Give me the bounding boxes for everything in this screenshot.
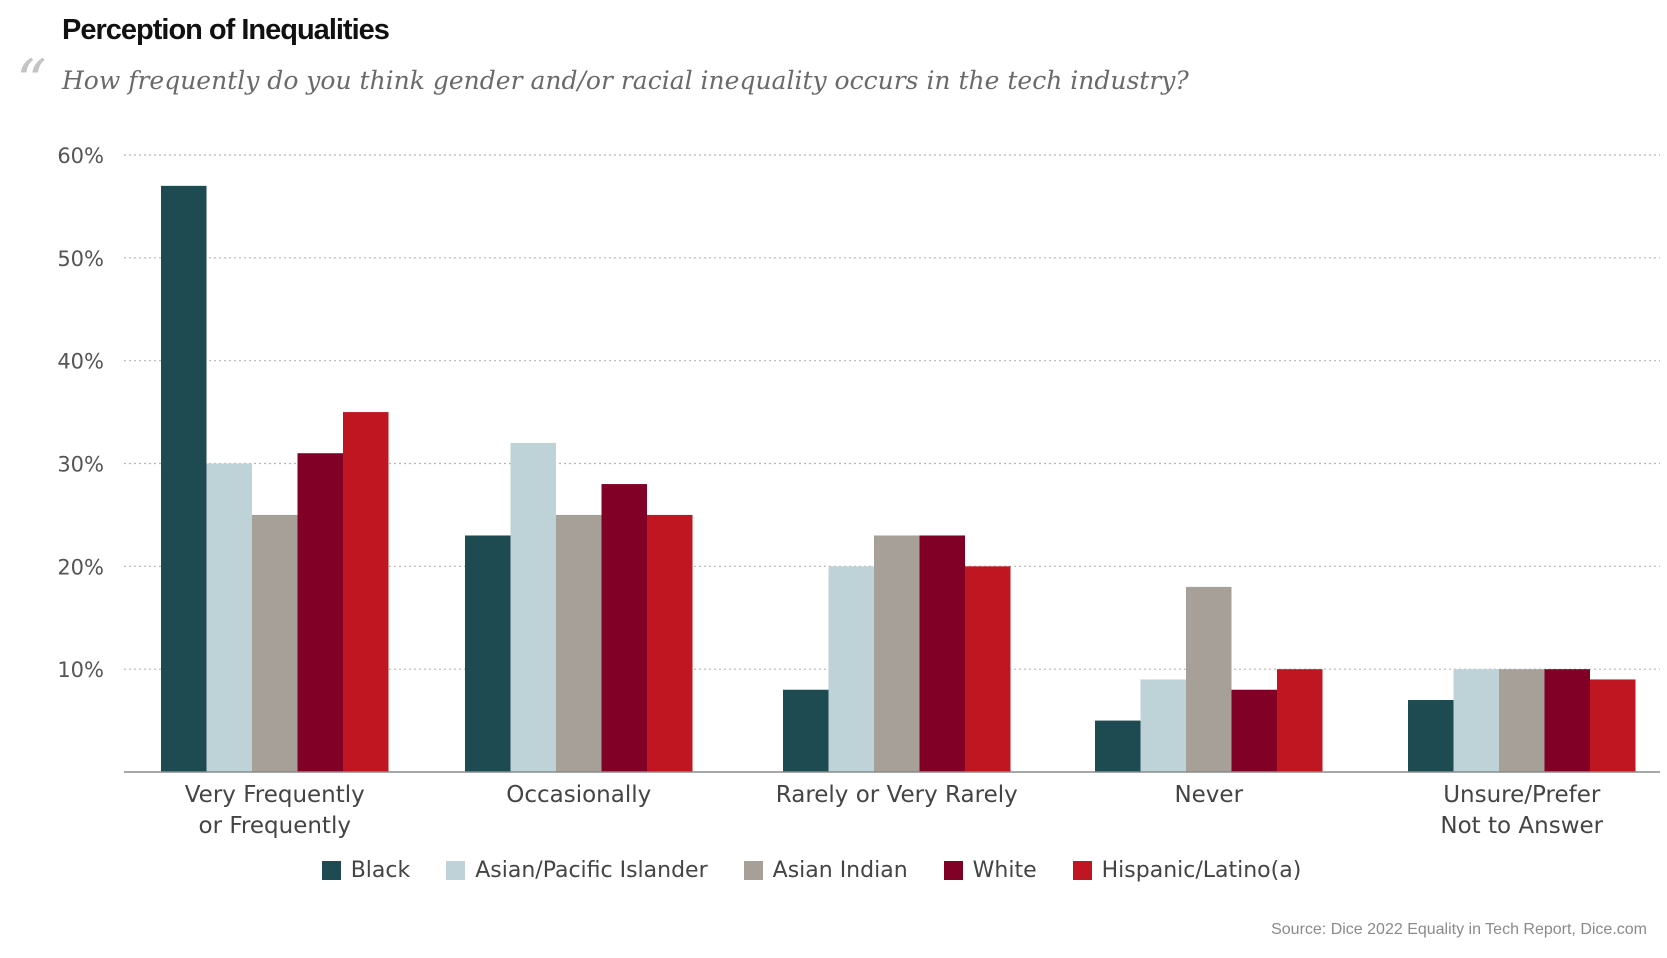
bar-white-1 [601,484,647,772]
legend-item: Hispanic/Latino(a) [1072,858,1302,883]
y-tick-label: 20% [57,555,104,579]
bar-asian-pacific-islander-3 [1140,679,1186,772]
x-tick-label: Very Frequently [185,782,365,808]
bar-black-3 [1095,720,1141,772]
x-tick-label: Not to Answer [1440,813,1603,839]
legend-label: White [972,858,1037,883]
y-tick-label: 40% [57,350,104,374]
bar-asian-pacific-islander-1 [510,442,556,772]
bar-hispanic-latino-a--3 [1277,669,1323,772]
bar-hispanic-latino-a--0 [343,412,389,772]
legend-item: Asian/Pacific Islander [446,858,708,883]
bar-asian-indian-3 [1186,586,1232,772]
bar-asian-indian-4 [1499,669,1545,772]
bar-hispanic-latino-a--1 [647,514,693,772]
legend-item: White [943,858,1037,883]
bar-black-0 [161,185,207,773]
bar-white-3 [1231,689,1277,772]
y-tick-label: 50% [57,247,104,271]
x-tick-label: Rarely or Very Rarely [776,782,1018,808]
legend-item: Black [321,858,411,883]
bar-white-4 [1544,669,1590,772]
legend-swatch [446,861,466,880]
source-note: Source: Dice 2022 Equality in Tech Repor… [1271,921,1647,938]
quote-mark-icon: “ [16,47,47,117]
bar-black-1 [465,535,511,772]
x-tick-label: Occasionally [506,782,651,808]
bar-hispanic-latino-a--2 [965,566,1011,772]
legend-label: Asian Indian [772,858,908,883]
y-tick-label: 10% [57,658,104,682]
bar-hispanic-latino-a--4 [1590,679,1636,772]
bar-asian-pacific-islander-2 [828,566,874,772]
x-tick-label: or Frequently [199,813,351,839]
x-tick-label: Unsure/Prefer [1443,782,1601,808]
legend-swatch [321,861,341,880]
legend-label: Black [350,858,411,883]
bar-asian-indian-0 [252,514,298,772]
y-tick-label: 60% [57,144,104,168]
chart-subtitle: How frequently do you think gender and/o… [62,66,1189,95]
bar-white-0 [297,453,343,772]
legend-swatch [943,861,963,880]
legend-swatch [1072,861,1092,880]
bar-black-2 [783,689,829,772]
legend-item: Asian Indian [743,858,908,883]
chart-legend: Black Asian/Pacific Islander Asian Indian W… [0,858,1645,883]
legend-label: Hispanic/Latino(a) [1101,858,1302,883]
bar-asian-indian-2 [874,535,920,772]
y-tick-label: 30% [57,453,104,477]
bar-asian-indian-1 [556,514,602,772]
x-tick-label: Never [1174,782,1243,808]
bar-white-2 [919,535,965,772]
bar-asian-pacific-islander-0 [206,463,252,772]
legend-swatch [743,861,763,880]
bar-black-4 [1408,700,1454,772]
bar-asian-pacific-islander-4 [1453,669,1499,772]
chart-title: Perception of Inequalities [62,14,390,46]
legend-label: Asian/Pacific Islander [475,858,708,883]
